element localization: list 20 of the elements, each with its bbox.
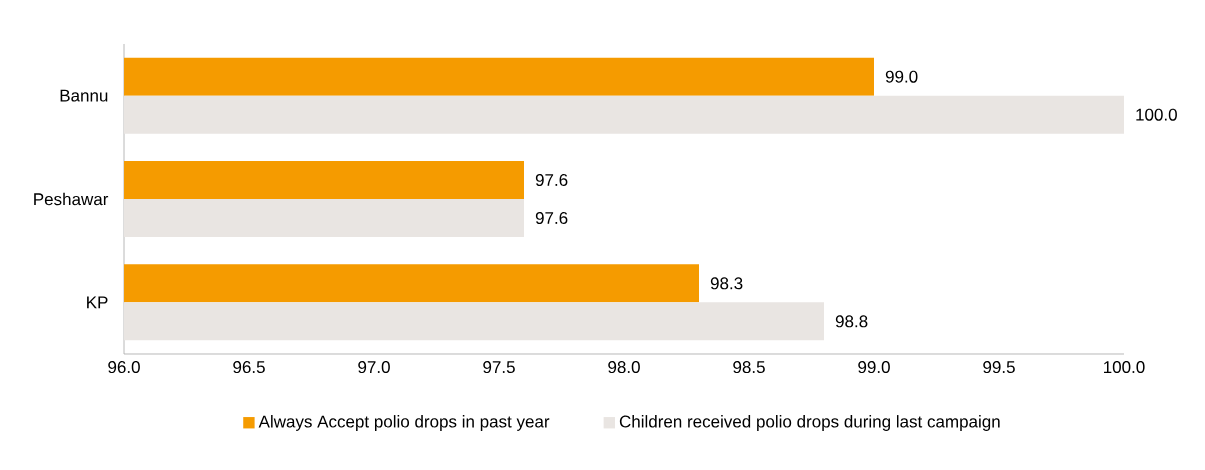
x-tick-label: 96.0 [108,361,140,374]
x-tick-label: 100.0 [1104,361,1145,374]
x-tick-label: 99.5 [983,361,1015,374]
legend-label: Children received polio drops during last campaign [619,415,1000,431]
y-tick-label: KP [87,296,108,309]
data-label: 98.8 [835,315,868,328]
x-tick-label: 96.5 [233,361,265,374]
x-tick-label: 98.5 [733,361,765,374]
data-label: 100.0 [1136,108,1177,121]
x-tick-label: 98.0 [608,361,640,374]
data-label: 99.0 [885,70,918,83]
y-tick-label: Bannu [60,89,108,102]
x-tick-label: 97.5 [483,361,515,374]
y-tick-label: Peshawar [34,192,109,206]
data-label: 97.6 [535,211,568,224]
data-label: 98.3 [710,277,743,290]
x-tick-label: 97.0 [358,361,390,374]
legend-label: Always Accept polio drops in past year [258,415,550,431]
x-tick-label: 99.0 [858,361,890,374]
data-label: 97.6 [535,173,568,186]
